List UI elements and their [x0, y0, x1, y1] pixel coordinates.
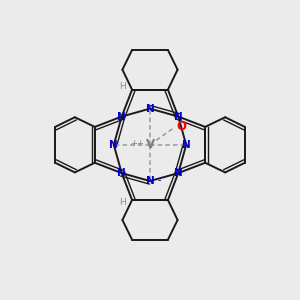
Text: N: N — [182, 140, 190, 150]
Text: N: N — [146, 176, 154, 186]
Text: N: N — [117, 168, 126, 178]
Text: N: N — [174, 168, 183, 178]
Text: H: H — [119, 198, 126, 207]
Text: -: - — [158, 175, 161, 185]
Text: O: O — [177, 120, 187, 133]
Text: N: N — [110, 140, 118, 150]
Text: ++: ++ — [130, 139, 144, 148]
Text: V: V — [146, 138, 154, 151]
Text: N: N — [146, 103, 154, 114]
Text: H: H — [119, 82, 126, 91]
Text: N: N — [117, 112, 126, 122]
Text: N: N — [174, 112, 183, 122]
